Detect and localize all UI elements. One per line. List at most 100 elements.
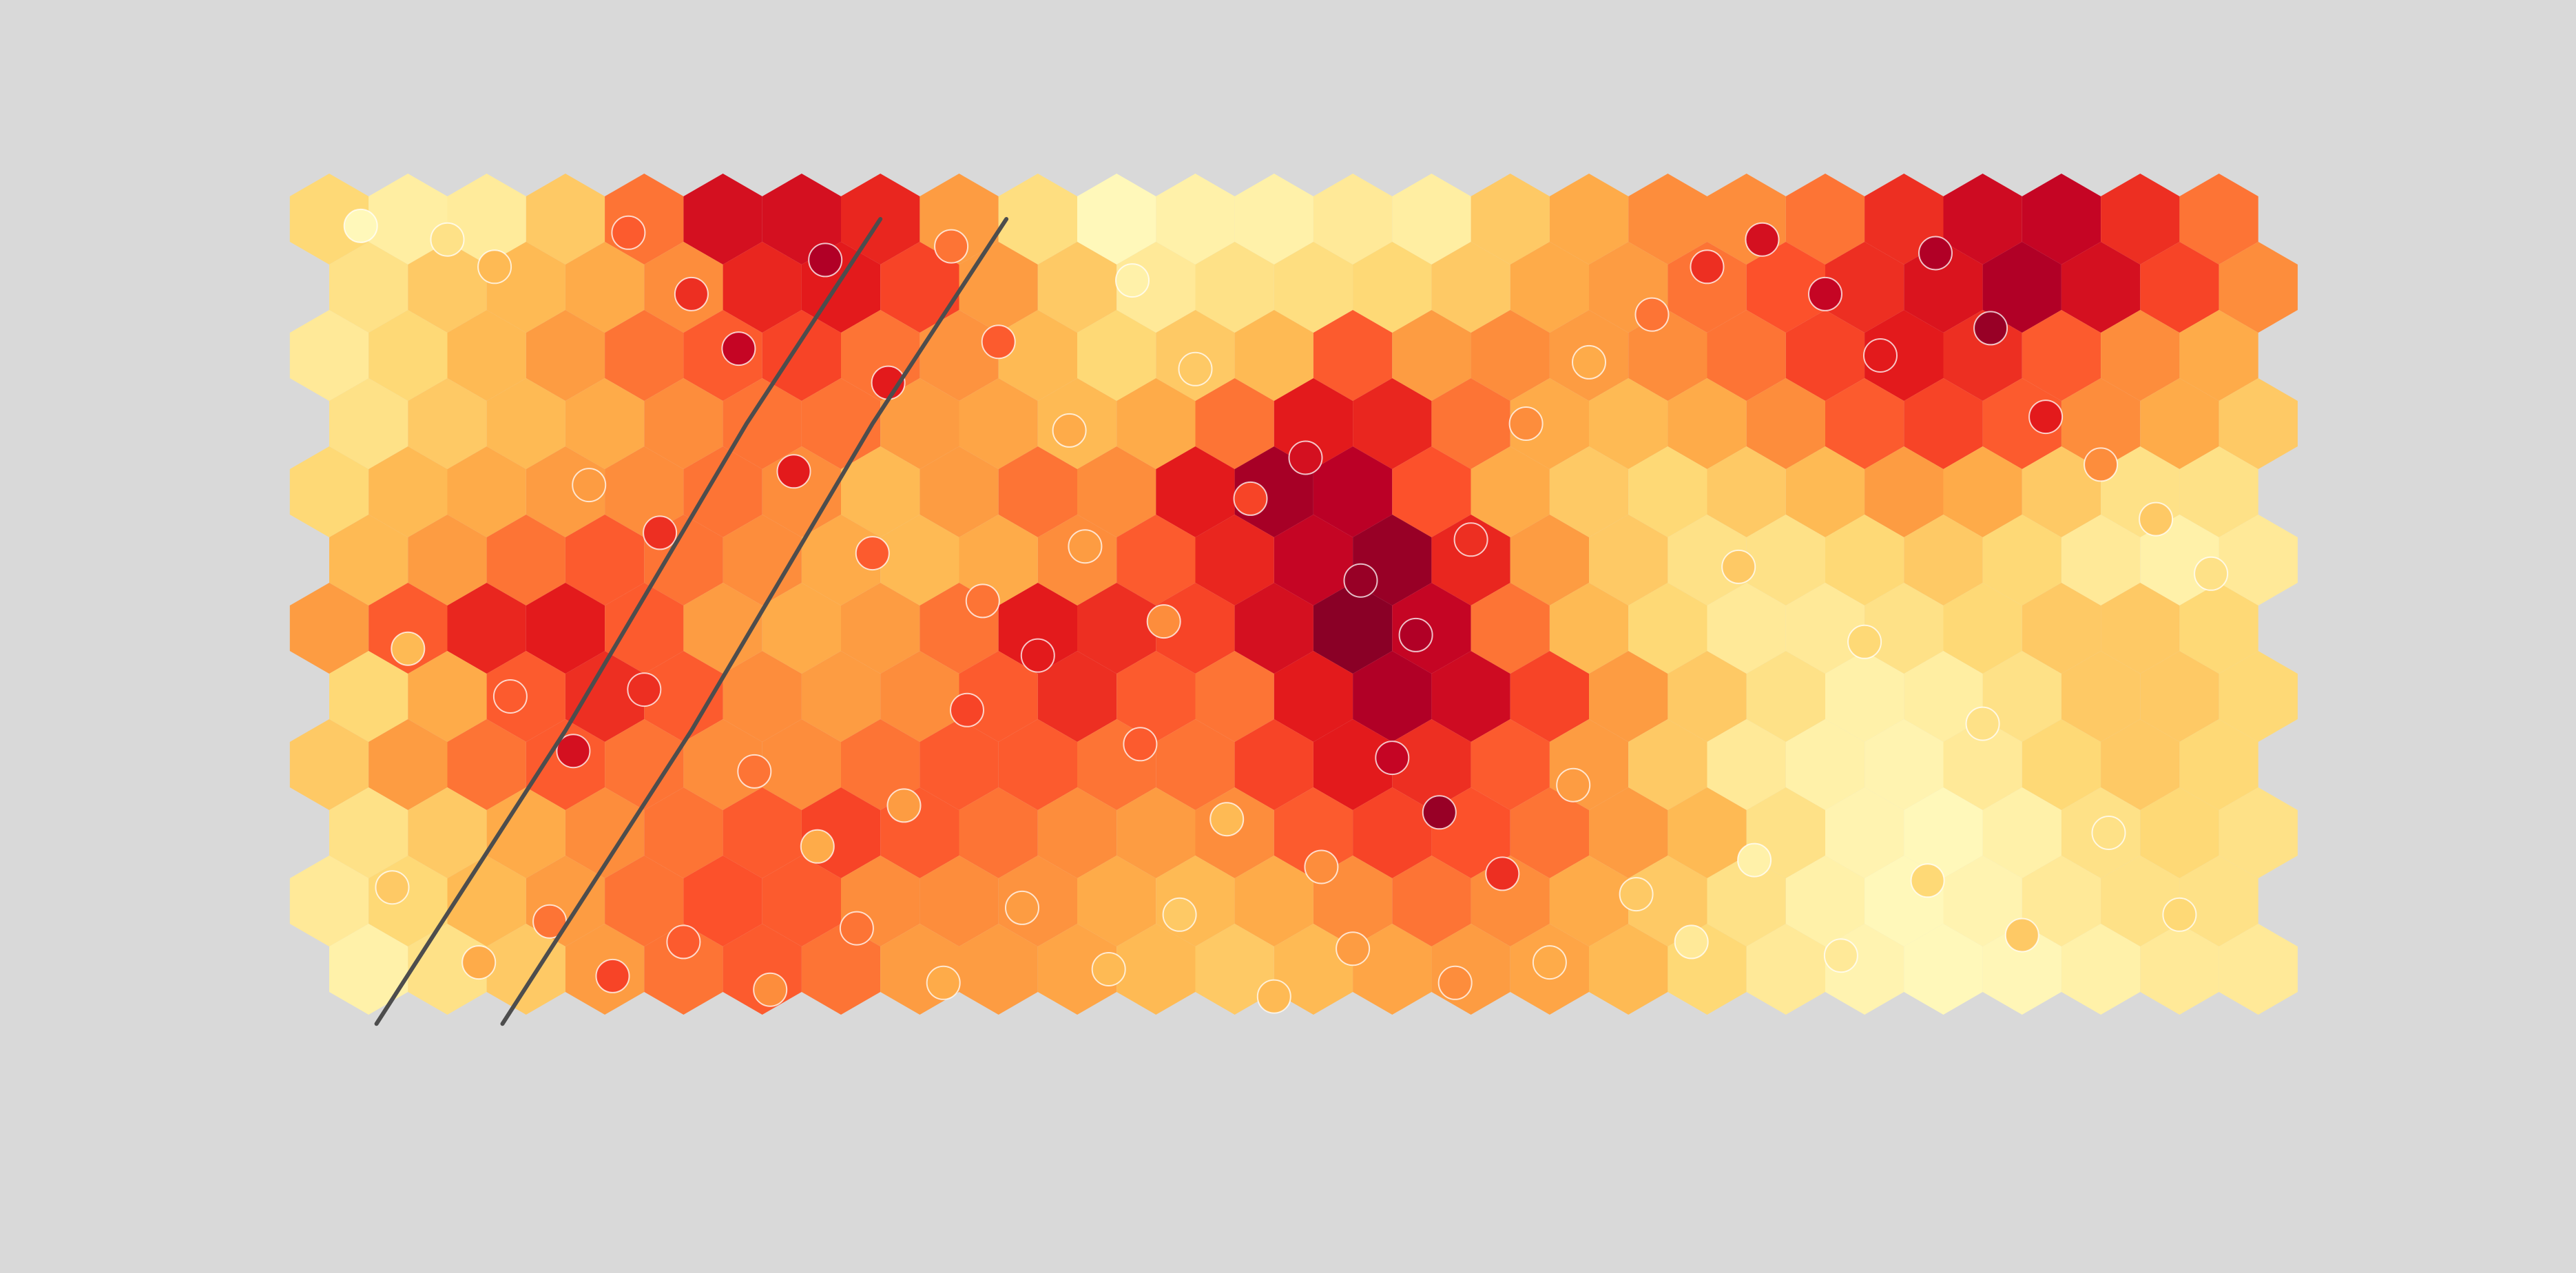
scatter-point — [1847, 624, 1882, 659]
hexbin-cell — [1431, 242, 1510, 333]
hexbin-cell — [644, 924, 723, 1015]
hexbin-cell — [2219, 378, 2298, 469]
scatter-point — [1398, 617, 1433, 652]
hexbin-cell — [998, 174, 1077, 265]
scatter-point — [1690, 249, 1725, 284]
scatter-point — [965, 583, 1000, 619]
hexbin-cell — [683, 583, 762, 674]
hexbin-cell — [1234, 856, 1313, 946]
hexbin-cell — [329, 515, 408, 606]
scatter-point — [981, 324, 1016, 360]
hexbin-cell — [447, 446, 526, 537]
scatter-point — [1863, 338, 1898, 373]
hexbin-cell — [1274, 515, 1353, 606]
hexbin-cell — [683, 719, 762, 810]
scatter-point — [1162, 897, 1197, 932]
hexbin-layer — [289, 174, 2298, 1015]
hexbin-cell — [1982, 787, 2061, 878]
hexbin-cell — [1668, 651, 1747, 742]
hexbin-cell — [1785, 174, 1865, 265]
hexbin-cell — [1825, 787, 1904, 878]
scatter-point — [934, 229, 969, 264]
hexbin-cell — [447, 174, 526, 265]
scatter-point — [461, 945, 497, 980]
hexbin-cell — [408, 378, 487, 469]
hexbin-cell — [1431, 651, 1510, 742]
hexbin-cell — [1353, 378, 1432, 469]
scatter-point — [753, 972, 788, 1007]
hexbin-cell — [2022, 310, 2101, 401]
hexbin-cell — [329, 378, 408, 469]
hexbin-cell — [723, 787, 802, 878]
hexbin-cell — [1825, 242, 1904, 333]
scatter-point — [1437, 965, 1473, 1000]
hexbin-cell — [1195, 515, 1274, 606]
hexbin-cell — [1943, 174, 2022, 265]
hexbin-cell — [1549, 856, 1629, 946]
scatter-point — [556, 734, 591, 769]
hexbin-cell — [880, 242, 959, 333]
hexbin-cell — [1943, 856, 2022, 946]
hexbin-cell — [998, 446, 1077, 537]
hexbin-cell — [408, 787, 487, 878]
hexbin-cell — [762, 174, 841, 265]
hexbin-cell — [683, 174, 762, 265]
hexbin-cell — [368, 719, 448, 810]
scatter-point — [855, 536, 890, 571]
hexbin-cell — [1785, 446, 1865, 537]
scatter-point — [1178, 351, 1213, 386]
hexbin-cell — [1313, 583, 1393, 674]
hexbin-cell — [1077, 174, 1156, 265]
hexbin-cell — [1707, 446, 1786, 537]
hexbin-cell — [920, 310, 999, 401]
hexbin-cell — [1037, 924, 1117, 1015]
hexbin-cell — [801, 515, 881, 606]
scatter-point — [1745, 222, 1780, 257]
hexbin-cell — [289, 446, 369, 537]
scatter-point — [1508, 406, 1544, 441]
hexbin-cell — [368, 174, 448, 265]
hexbin-cell — [1510, 242, 1589, 333]
hexbin-cell — [1234, 719, 1313, 810]
hexbin-cell — [1982, 515, 2061, 606]
hexbin-cell — [605, 310, 684, 401]
hexbin-cell — [605, 446, 684, 537]
hexbin-cell — [1628, 446, 1707, 537]
scatter-point — [1823, 938, 1858, 973]
hexbin-cell — [408, 242, 487, 333]
scatter-point — [375, 870, 410, 905]
hexbin-cell — [762, 719, 841, 810]
scatter-point — [595, 958, 630, 993]
hexbin-cell — [2219, 651, 2298, 742]
hexbin-cell — [762, 856, 841, 946]
hexbin-cell — [1313, 174, 1393, 265]
hexbin-cell — [1392, 856, 1471, 946]
hexbin-cell — [2140, 924, 2219, 1015]
hexbin-cell — [1313, 719, 1393, 810]
hexbin-cell — [2022, 719, 2101, 810]
scatter-point — [2139, 501, 2174, 537]
hexbin-cell — [2022, 856, 2101, 946]
scatter-point — [1288, 440, 1323, 475]
hexbin-cell — [1904, 787, 1983, 878]
hexbin-cell — [289, 583, 369, 674]
scatter-point — [721, 331, 756, 366]
hexbin-cell — [486, 515, 565, 606]
scatter-point — [492, 679, 528, 714]
hexbin-cell — [2061, 651, 2141, 742]
hexbin-cell — [841, 719, 920, 810]
hexbin-cell — [1628, 856, 1707, 946]
hexbin-cell — [289, 174, 369, 265]
hexbin-cell — [1274, 924, 1353, 1015]
hexbin-cell — [2219, 242, 2298, 333]
trend-line-1 — [374, 217, 883, 1026]
hexbin-cell — [1746, 242, 1825, 333]
scatter-point — [1737, 842, 1772, 878]
hexbin-cell — [1746, 378, 1825, 469]
hexbin-cell — [2061, 378, 2141, 469]
scatter-point — [611, 215, 646, 250]
scatter-point — [886, 788, 922, 823]
hexbin-cell — [1116, 378, 1196, 469]
hexbin-cell — [2101, 310, 2180, 401]
